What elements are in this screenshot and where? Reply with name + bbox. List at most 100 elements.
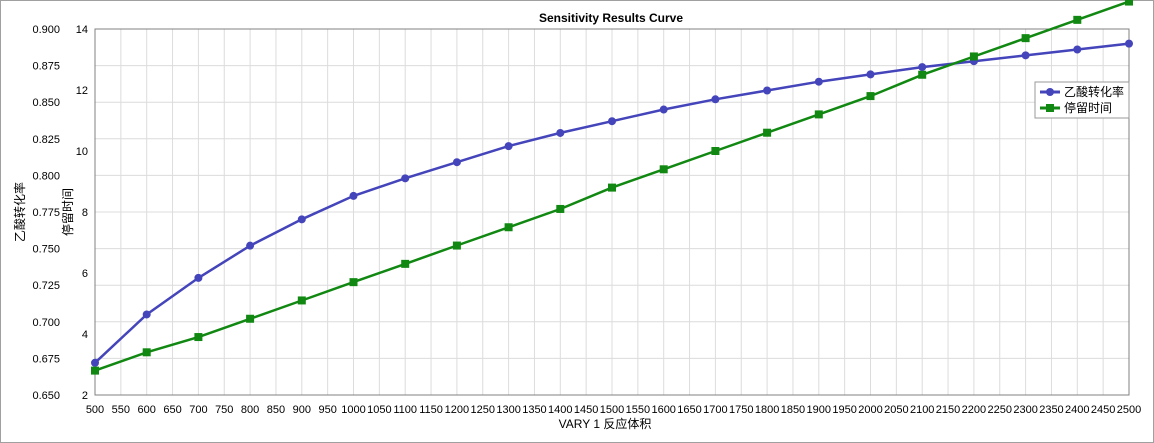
x-tick-label: 1450 <box>574 404 598 416</box>
y-right-tick-label: 2 <box>82 390 88 402</box>
x-axis-title: VARY 1 反应体积 <box>559 416 652 431</box>
data-point-conversion <box>608 117 616 126</box>
y-left-tick-label: 0.700 <box>32 317 60 329</box>
data-point-conversion <box>918 63 927 72</box>
y-right-tick-label: 14 <box>76 24 88 36</box>
data-point-conversion <box>814 77 823 86</box>
x-tick-label: 850 <box>267 404 285 416</box>
data-point-conversion <box>91 358 99 367</box>
x-tick-label: 1000 <box>341 404 365 416</box>
data-point-conversion <box>1073 45 1082 54</box>
y-left-tick-label: 0.900 <box>32 24 60 36</box>
y-right-tick-label: 12 <box>76 85 88 97</box>
legend: 乙酸转化率 停留时间 <box>1034 81 1130 119</box>
data-point-conversion <box>246 241 255 250</box>
x-tick-label: 1250 <box>471 404 495 416</box>
data-point-residence-time <box>349 278 358 287</box>
x-tick-label: 2150 <box>936 404 960 416</box>
x-tick-label: 600 <box>138 404 156 416</box>
chart-title: Sensitivity Results Curve <box>539 11 683 25</box>
y-right-tick-label: 10 <box>76 146 88 158</box>
data-point-conversion <box>297 215 306 224</box>
x-tick-label: 1150 <box>419 404 443 416</box>
x-tick-label: 1600 <box>651 404 675 416</box>
x-tick-label: 1550 <box>626 404 650 416</box>
x-tick-label: 1900 <box>807 404 831 416</box>
x-tick-label: 1700 <box>703 404 727 416</box>
legend-label-residence-time: 停留时间 <box>1064 100 1112 115</box>
data-point-residence-time <box>556 204 565 213</box>
y-left-tick-label: 0.750 <box>32 244 60 256</box>
x-tick-label: 750 <box>215 404 233 416</box>
data-point-residence-time <box>711 147 720 155</box>
x-tick-label: 950 <box>318 404 336 416</box>
axis-ticks: 500 550 600 650 700 750 800 850 900 950 1000 1050 11… <box>32 24 1141 416</box>
x-tick-label: 1050 <box>367 404 391 416</box>
data-point-conversion <box>1021 51 1030 60</box>
x-tick-label: 2350 <box>1039 404 1063 416</box>
x-tick-label: 2100 <box>910 404 934 416</box>
data-point-residence-time <box>1125 0 1133 6</box>
x-tick-label: 1650 <box>677 404 701 416</box>
y-right-tick-label: 8 <box>82 207 88 219</box>
data-point-conversion <box>194 273 203 282</box>
y-left-tick-label: 0.725 <box>32 280 60 292</box>
data-point-residence-time <box>401 259 410 268</box>
data-point-residence-time <box>246 314 255 323</box>
data-point-residence-time <box>969 52 978 61</box>
x-tick-label: 2300 <box>1013 404 1037 416</box>
y-left-tick-label: 0.825 <box>32 134 60 146</box>
y-left-tick-label: 0.775 <box>32 207 60 219</box>
x-tick-label: 1950 <box>832 404 856 416</box>
series-layer <box>91 0 1133 375</box>
legend-entry-residence-time: 停留时间 <box>1040 100 1112 115</box>
data-point-conversion <box>763 86 772 95</box>
data-point-conversion <box>349 191 358 200</box>
y-left-tick-label: 0.650 <box>32 390 60 402</box>
legend-marker-residence-time <box>1046 104 1054 112</box>
x-tick-label: 2500 <box>1117 404 1141 416</box>
data-point-residence-time <box>452 241 461 250</box>
x-tick-label: 1750 <box>729 404 753 416</box>
x-tick-label: 1300 <box>496 404 520 416</box>
x-tick-label: 500 <box>86 404 104 416</box>
x-tick-label: 550 <box>112 404 130 416</box>
data-point-residence-time <box>194 333 203 342</box>
x-tick-label: 800 <box>241 404 259 416</box>
x-tick-label: 2250 <box>988 404 1012 416</box>
data-point-residence-time <box>297 296 306 305</box>
data-point-residence-time <box>814 110 823 119</box>
data-point-conversion <box>142 310 151 319</box>
data-point-conversion <box>452 158 461 167</box>
x-tick-label: 2400 <box>1065 404 1089 416</box>
x-tick-label: 700 <box>189 404 207 416</box>
data-point-conversion <box>401 174 410 183</box>
x-tick-label: 1350 <box>522 404 546 416</box>
x-tick-label: 900 <box>293 404 311 416</box>
data-point-conversion <box>556 128 565 137</box>
y-axis-left-title: 乙酸转化率 <box>12 182 27 242</box>
x-tick-label: 1200 <box>445 404 469 416</box>
data-point-conversion <box>1125 39 1133 48</box>
data-point-residence-time <box>142 348 151 357</box>
grid <box>94 28 1130 396</box>
data-point-residence-time <box>866 92 875 101</box>
x-tick-label: 1400 <box>548 404 572 416</box>
y-left-tick-label: 0.875 <box>32 61 60 73</box>
x-tick-label: 2000 <box>858 404 882 416</box>
x-tick-label: 650 <box>163 404 181 416</box>
legend-label-conversion: 乙酸转化率 <box>1064 84 1124 99</box>
data-point-conversion <box>866 70 875 79</box>
data-point-conversion <box>711 95 720 104</box>
x-tick-label: 2200 <box>962 404 986 416</box>
data-point-residence-time <box>763 128 772 137</box>
data-point-residence-time <box>1073 15 1082 24</box>
data-point-conversion <box>504 142 513 151</box>
y-right-tick-label: 6 <box>82 268 88 280</box>
data-point-residence-time <box>91 366 99 375</box>
data-point-residence-time <box>1021 34 1030 43</box>
legend-marker-conversion <box>1046 88 1054 96</box>
